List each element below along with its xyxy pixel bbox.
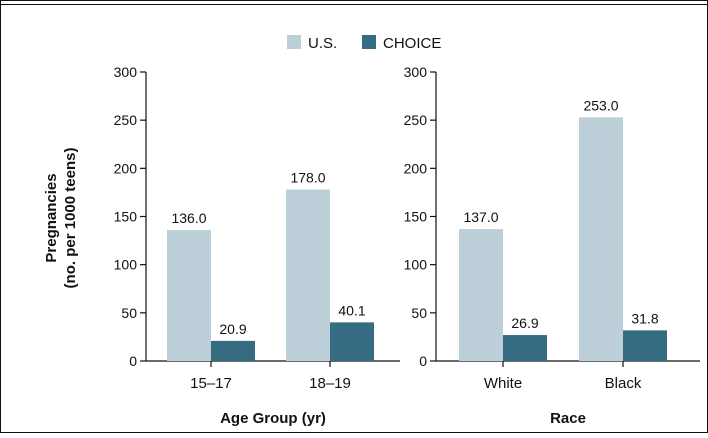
y-tick-label: 300 <box>404 64 428 80</box>
value-label-choice: 26.9 <box>511 315 538 331</box>
legend-swatch-choice <box>362 35 376 49</box>
legend-label-us: U.S. <box>308 35 337 52</box>
bar-choice <box>503 335 547 361</box>
y-axis-title: Pregnancies (no. per 1000 teens) <box>43 148 79 289</box>
value-label-choice: 20.9 <box>219 321 246 337</box>
x-category-label: White <box>484 375 522 392</box>
y-tick-label: 50 <box>121 305 137 321</box>
y-tick-label: 150 <box>404 209 428 225</box>
y-tick-label: 250 <box>404 112 428 128</box>
y-tick-label: 100 <box>404 257 428 273</box>
y-tick-label: 100 <box>114 257 138 273</box>
value-label-choice: 31.8 <box>631 310 658 326</box>
y-tick-label: 200 <box>114 160 138 176</box>
value-label-u-s: 253.0 <box>583 97 618 113</box>
y-tick-label: 0 <box>129 353 137 369</box>
panel-race: 0 50 100 150 200 250 300 White 137.0 26.9 Black 253… <box>404 64 700 427</box>
bar-choice <box>211 340 255 361</box>
value-label-choice: 40.1 <box>338 302 365 318</box>
y-tick-label: 50 <box>411 305 427 321</box>
value-label-u-s: 137.0 <box>463 209 498 225</box>
legend-swatch-us <box>287 35 301 49</box>
y-tick-label: 0 <box>419 353 427 369</box>
bar-u-s <box>459 229 503 361</box>
bar-choice <box>330 322 374 361</box>
panel-age-group: 0 50 100 150 200 250 300 15–17 136.0 20.9 18–19 178… <box>114 64 400 427</box>
bar-u-s <box>167 229 211 361</box>
y-tick-label: 200 <box>404 160 428 176</box>
y-axis-title-line2: (no. per 1000 teens) <box>62 148 79 289</box>
y-tick-label: 300 <box>114 64 138 80</box>
bar-choice <box>623 330 667 361</box>
y-axis-title-line1: Pregnancies <box>43 173 60 262</box>
x-axis-title: Age Group (yr) <box>220 410 326 427</box>
y-tick-label: 250 <box>114 112 138 128</box>
x-category-label: 18–19 <box>309 375 351 392</box>
y-tick-label: 150 <box>114 209 138 225</box>
x-axis-title: Race <box>550 410 586 427</box>
bar-u-s <box>286 189 330 361</box>
bar-u-s <box>579 117 623 361</box>
value-label-u-s: 178.0 <box>290 170 325 186</box>
x-category-label: Black <box>605 375 642 392</box>
x-category-label: 15–17 <box>190 375 232 392</box>
legend: U.S. CHOICE <box>287 35 441 52</box>
value-label-u-s: 136.0 <box>171 210 206 226</box>
legend-label-choice: CHOICE <box>383 35 441 52</box>
